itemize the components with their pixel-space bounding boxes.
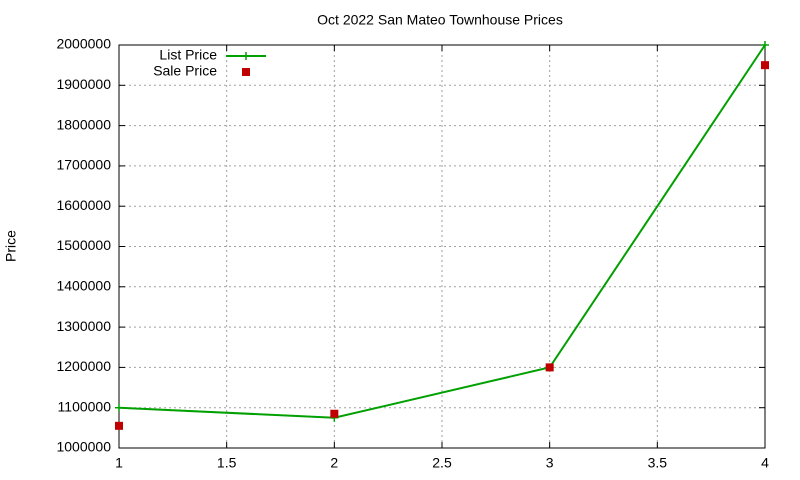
point [330,409,339,418]
point [761,41,769,49]
x-tick-label: 2.5 [432,455,452,471]
y-tick-label: 2000000 [56,36,111,52]
x-tick-label: 2 [330,455,338,471]
y-tick-label: 1500000 [56,237,111,253]
plot-frame [118,44,766,449]
y-tick-label: 1000000 [56,439,111,455]
line [118,44,766,419]
y-tick-label: 1200000 [56,358,111,374]
x-tick-label: 1.5 [217,455,237,471]
y-tick-label: 1300000 [56,318,111,334]
x-tick-label: 4 [761,455,769,471]
y-tick-label: 1400000 [56,278,111,294]
legend-label: Sale Price [153,63,217,79]
x-tick-label: 3.5 [648,455,668,471]
y-tick-label: 1800000 [56,116,111,132]
point [761,61,769,70]
x-tick-label: 3 [546,455,554,471]
point [545,363,554,372]
point [115,421,123,430]
y-tick-label: 1700000 [56,157,111,173]
chart-title: Oct 2022 San Mateo Townhouse Prices [317,12,563,28]
legend-marker [242,52,250,60]
point [115,403,123,412]
y-axis-label: Price [3,230,19,262]
legend-marker [242,68,250,76]
y-tick-label: 1900000 [56,76,111,92]
legend-label: List Price [159,47,217,63]
y-tick-label: 1600000 [56,197,111,213]
x-tick-label: 1 [115,455,123,471]
y-tick-label: 1100000 [58,398,112,414]
